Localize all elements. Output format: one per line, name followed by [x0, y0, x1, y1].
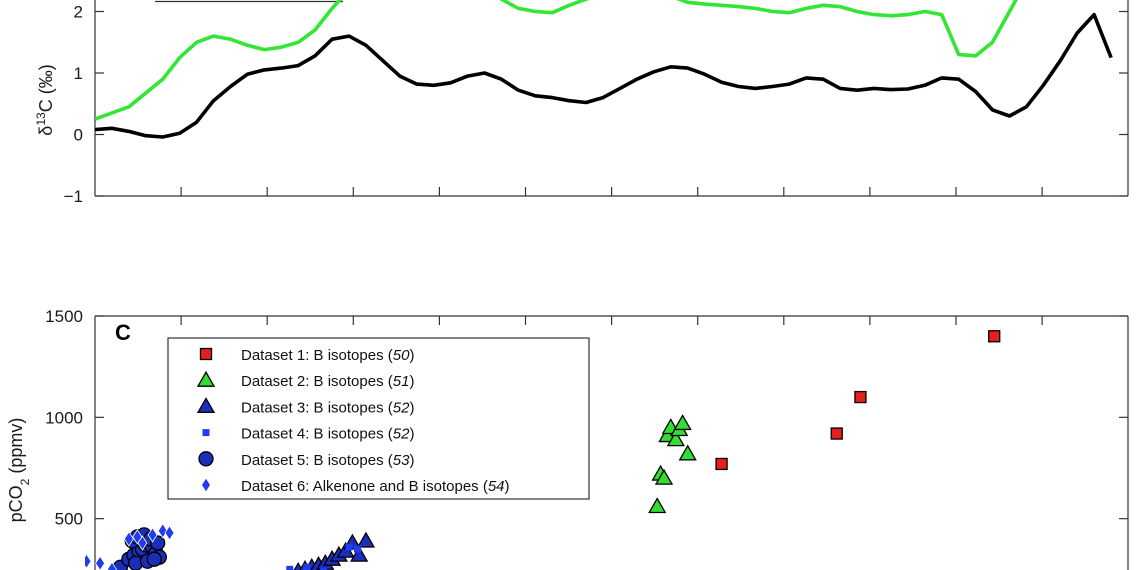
black-series-line — [95, 12, 1113, 139]
data-point-dataset-1 — [715, 457, 728, 471]
data-point-dataset-1 — [988, 330, 1001, 343]
data-point-dataset-6 — [147, 527, 158, 543]
y-tick-label-c: 1000 — [45, 408, 83, 427]
legend-marker-2 — [196, 370, 216, 387]
data-point-dataset-6 — [123, 531, 134, 547]
points-group-c — [85, 330, 1001, 570]
legend-marker-5 — [198, 451, 214, 467]
y-axis-title-b: δ13C (‰) — [34, 64, 56, 135]
y-tick-label-b: 1 — [74, 64, 83, 83]
panel-b-isotope-plot: −1 0 1 2 δ13C (‰) — [34, 0, 1129, 206]
y-tick-label-c: 1500 — [45, 307, 83, 326]
green-series-line — [95, 0, 1018, 121]
y-axis-title-c: pCO2 (ppmv) — [6, 418, 32, 523]
data-point-dataset-5 — [146, 551, 162, 567]
legend-label-3: Dataset 3: B isotopes (52) — [241, 399, 414, 416]
data-point-dataset-6 — [164, 525, 175, 541]
data-point-dataset-3 — [293, 562, 303, 570]
data-point-dataset-3 — [356, 531, 376, 548]
data-point-dataset-4 — [353, 545, 361, 553]
y-tick-label-b: 0 — [74, 126, 83, 145]
legend-marker-6 — [201, 477, 211, 493]
y-tick-label-b: −1 — [64, 187, 83, 206]
data-point-dataset-4 — [345, 543, 353, 551]
data-point-dataset-4 — [286, 565, 294, 570]
legend-c: Dataset 1: B isotopes (50) Dataset 2: B i… — [167, 337, 590, 500]
legend-marker-1 — [199, 347, 213, 361]
legend-marker-4 — [202, 429, 210, 437]
data-point-dataset-2 — [673, 414, 692, 431]
y-tick-label-b: 2 — [74, 3, 83, 22]
legend-marker-3 — [196, 397, 216, 414]
data-point-dataset-2 — [666, 430, 685, 447]
data-point-dataset-6 — [137, 535, 148, 551]
series-group-b — [95, 0, 1113, 139]
data-point-dataset-6 — [85, 553, 92, 569]
data-point-dataset-1 — [854, 390, 867, 404]
data-point-dataset-4 — [303, 563, 311, 570]
y-tick-label-c: 500 — [55, 510, 83, 529]
data-point-dataset-3 — [350, 545, 369, 562]
data-point-dataset-4 — [320, 567, 328, 570]
data-point-dataset-2 — [654, 468, 674, 485]
panel-label-c: C — [115, 320, 131, 345]
legend-label-5: Dataset 5: B isotopes (53) — [241, 452, 414, 469]
panel-c-pco2-plot: 500 1000 1500 pCO2 (ppmv) C Dataset 1: B isot… — [6, 307, 1129, 570]
legend-box — [167, 337, 590, 500]
data-point-dataset-1 — [830, 427, 843, 440]
legend-label-1: Dataset 1: B isotopes (50) — [241, 347, 414, 364]
legend-label-2: Dataset 2: B isotopes (51) — [241, 373, 414, 390]
data-point-dataset-6 — [95, 555, 106, 570]
data-point-dataset-6 — [106, 561, 117, 570]
legend-label-4: Dataset 4: B isotopes (52) — [241, 426, 414, 443]
legend-label-6: Dataset 6: Alkenone and B isotopes (54) — [241, 478, 510, 495]
data-point-dataset-6 — [157, 523, 168, 539]
data-point-dataset-2 — [648, 497, 667, 514]
data-point-dataset-2 — [678, 444, 697, 461]
